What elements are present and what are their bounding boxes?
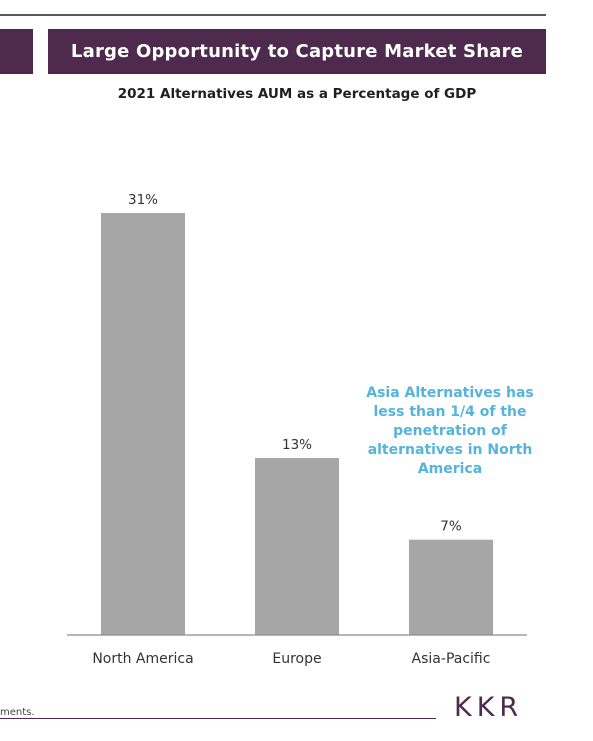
category-label-north-america: North America xyxy=(92,651,193,667)
bar-asia-pacific xyxy=(409,539,493,635)
footnote-text: ments. xyxy=(0,707,35,718)
bar-north-america xyxy=(101,213,185,635)
data-label-europe: 13% xyxy=(282,437,312,453)
data-label-asia-pacific: 7% xyxy=(440,519,462,535)
left-tab-decoration xyxy=(0,29,33,74)
top-rule xyxy=(0,14,546,16)
bottom-rule xyxy=(0,718,436,719)
data-label-north-america: 31% xyxy=(128,192,158,208)
category-label-europe: Europe xyxy=(272,651,321,667)
chart-subtitle: 2021 Alternatives AUM as a Percentage of… xyxy=(117,86,477,102)
callout-text: Asia Alternatives has less than 1/4 of t… xyxy=(366,385,534,477)
kkr-logo: KKR xyxy=(454,692,524,723)
page-title: Large Opportunity to Capture Market Shar… xyxy=(48,29,546,74)
category-label-asia-pacific: Asia-Pacific xyxy=(412,651,491,667)
bar-europe xyxy=(255,458,339,635)
